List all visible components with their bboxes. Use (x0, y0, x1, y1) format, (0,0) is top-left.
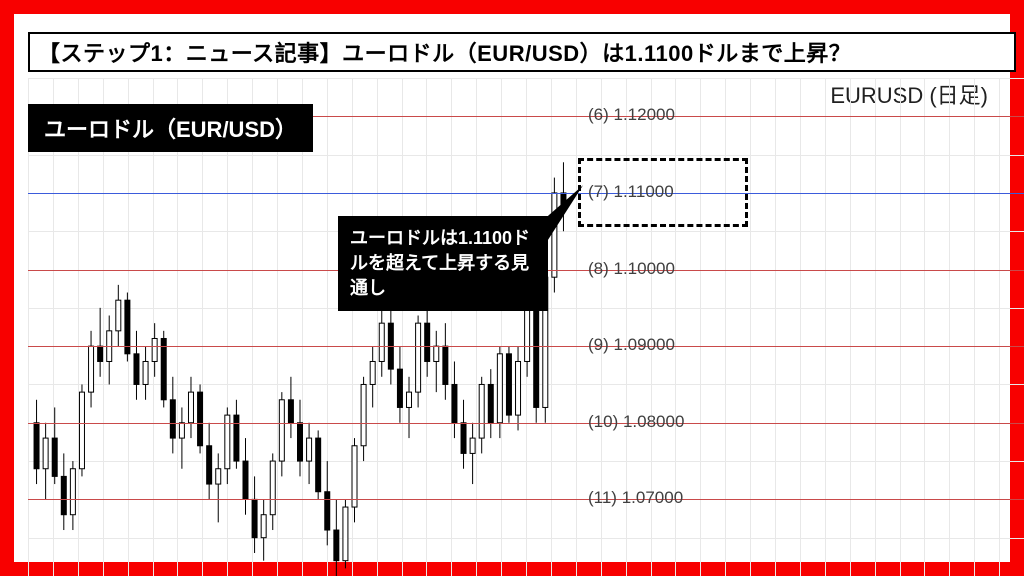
header-bar: 【ステップ1：ニュース記事】ユーロドル（EUR/USD）は1.1100ドルまで上… (28, 32, 1016, 72)
chart-frame: 【ステップ1：ニュース記事】ユーロドル（EUR/USD）は1.1100ドルまで上… (0, 0, 1024, 576)
pair-label: ユーロドル（EUR/USD） (28, 104, 313, 152)
chart-area: (6) 1.12000(7) 1.11000(8) 1.10000(9) 1.0… (28, 78, 1024, 576)
header-text: 【ステップ1：ニュース記事】ユーロドル（EUR/USD）は1.1100ドルまで上… (38, 36, 851, 68)
red-border: 【ステップ1：ニュース記事】ユーロドル（EUR/USD）は1.1100ドルまで上… (0, 0, 1024, 576)
annotation-pointer (28, 78, 1024, 576)
chart-inner: 【ステップ1：ニュース記事】ユーロドル（EUR/USD）は1.1100ドルまで上… (28, 28, 996, 548)
